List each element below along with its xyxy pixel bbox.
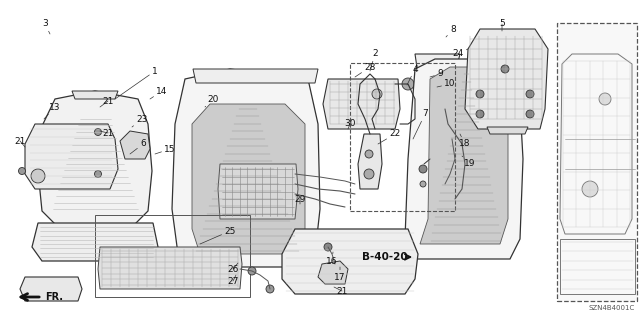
Text: 21: 21 <box>100 97 114 107</box>
Circle shape <box>419 165 427 173</box>
Bar <box>95 215 250 297</box>
Polygon shape <box>420 67 508 244</box>
Circle shape <box>476 90 484 98</box>
Polygon shape <box>358 134 382 189</box>
Circle shape <box>31 169 45 183</box>
Polygon shape <box>192 104 305 254</box>
Bar <box>350 63 455 211</box>
Text: 7: 7 <box>413 109 428 139</box>
Text: 19: 19 <box>462 156 476 168</box>
Polygon shape <box>318 261 348 284</box>
Polygon shape <box>415 54 460 74</box>
Circle shape <box>599 93 611 105</box>
Text: 22: 22 <box>378 130 401 144</box>
Text: 5: 5 <box>499 19 505 31</box>
Polygon shape <box>72 91 118 99</box>
Text: 3: 3 <box>42 19 50 34</box>
Text: 21: 21 <box>100 129 114 137</box>
Text: 23: 23 <box>132 115 148 127</box>
Circle shape <box>526 90 534 98</box>
Text: 24: 24 <box>452 49 468 58</box>
Polygon shape <box>98 247 242 289</box>
Text: 27: 27 <box>227 275 239 286</box>
Text: 15: 15 <box>155 145 176 154</box>
Text: FR.: FR. <box>45 292 63 302</box>
Polygon shape <box>487 127 528 134</box>
Circle shape <box>476 110 484 118</box>
Circle shape <box>266 285 274 293</box>
Text: 25: 25 <box>200 226 236 244</box>
Text: 8: 8 <box>446 25 456 37</box>
Text: B-40-20: B-40-20 <box>362 252 408 262</box>
Polygon shape <box>193 69 318 83</box>
Text: SZN4B4001C: SZN4B4001C <box>589 305 635 311</box>
Circle shape <box>95 129 102 136</box>
Polygon shape <box>465 29 548 129</box>
Text: 10: 10 <box>437 79 456 88</box>
Circle shape <box>364 169 374 179</box>
Text: 6: 6 <box>130 139 146 154</box>
Circle shape <box>324 243 332 251</box>
Text: 26: 26 <box>227 263 239 273</box>
Text: 20: 20 <box>205 94 219 107</box>
Circle shape <box>420 181 426 187</box>
Text: 17: 17 <box>334 267 346 281</box>
Circle shape <box>365 150 373 158</box>
Polygon shape <box>218 164 298 219</box>
Circle shape <box>372 89 382 99</box>
Text: 14: 14 <box>150 86 168 99</box>
Polygon shape <box>323 79 400 129</box>
Bar <box>557 23 637 301</box>
Text: 13: 13 <box>44 102 61 119</box>
Text: 21: 21 <box>334 286 348 295</box>
Text: 21: 21 <box>14 137 26 147</box>
Polygon shape <box>120 131 150 159</box>
Polygon shape <box>32 223 158 261</box>
Polygon shape <box>25 124 118 189</box>
Polygon shape <box>20 277 82 301</box>
Text: 28: 28 <box>355 63 376 77</box>
Polygon shape <box>405 59 523 259</box>
Text: 30: 30 <box>344 120 356 129</box>
Circle shape <box>501 65 509 73</box>
Text: 16: 16 <box>326 252 338 265</box>
Circle shape <box>19 167 26 174</box>
Text: 9: 9 <box>430 70 443 78</box>
Text: 18: 18 <box>460 134 471 149</box>
Polygon shape <box>38 91 152 224</box>
Text: 29: 29 <box>294 195 306 204</box>
Polygon shape <box>282 229 418 294</box>
Text: 4: 4 <box>407 64 418 85</box>
Polygon shape <box>172 69 320 267</box>
Text: 2: 2 <box>370 49 378 71</box>
Circle shape <box>582 181 598 197</box>
Circle shape <box>402 78 414 90</box>
Circle shape <box>326 280 333 287</box>
Text: 1: 1 <box>115 66 158 99</box>
Circle shape <box>95 170 102 177</box>
Circle shape <box>526 110 534 118</box>
Circle shape <box>248 267 256 275</box>
